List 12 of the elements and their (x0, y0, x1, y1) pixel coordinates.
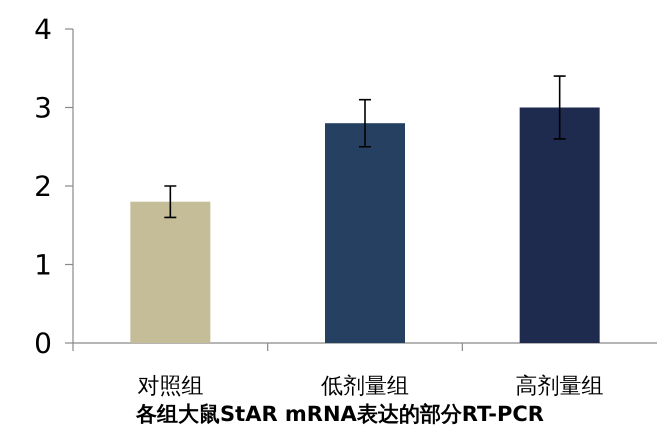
y-tick-label: 4 (34, 13, 52, 46)
x-tick-label: 对照组 (137, 374, 204, 399)
y-tick-label: 0 (34, 327, 52, 360)
y-tick-label: 3 (34, 92, 52, 124)
x-tick-label: 高剂量组 (516, 374, 604, 399)
bar (130, 202, 210, 343)
text: 各组大鼠StAR mRNA表达的部分RT-PCR (135, 402, 544, 426)
x-tick-label: 低剂量组 (321, 374, 409, 399)
bar (325, 123, 405, 343)
y-tick-label: 1 (34, 248, 52, 282)
bar (520, 108, 600, 343)
y-tick-label: 2 (34, 170, 52, 203)
